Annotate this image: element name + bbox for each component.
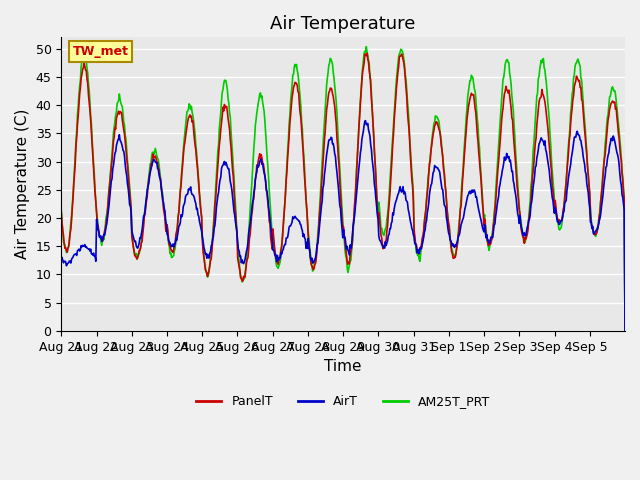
Text: TW_met: TW_met xyxy=(72,45,129,58)
PanelT xyxy=(124,163,131,169)
PanelT xyxy=(402,84,410,90)
PanelT xyxy=(58,210,65,216)
AirT xyxy=(402,197,410,203)
AM25T_PRT xyxy=(227,129,235,135)
AM25T_PRT xyxy=(434,115,442,121)
AirT xyxy=(362,118,369,123)
AM25T_PRT xyxy=(362,44,370,49)
AirT xyxy=(227,182,235,188)
X-axis label: Time: Time xyxy=(324,359,362,374)
AirT xyxy=(255,163,263,168)
Legend: PanelT, AirT, AM25T_PRT: PanelT, AirT, AM25T_PRT xyxy=(191,390,495,413)
AirT xyxy=(58,258,65,264)
AM25T_PRT xyxy=(402,76,410,82)
AM25T_PRT xyxy=(276,258,284,264)
Line: AirT: AirT xyxy=(61,120,625,334)
PanelT xyxy=(255,155,263,160)
AirT xyxy=(434,165,442,170)
AirT xyxy=(621,331,629,336)
AM25T_PRT xyxy=(621,327,629,333)
AM25T_PRT xyxy=(58,207,65,213)
PanelT xyxy=(621,325,629,331)
PanelT xyxy=(276,251,284,257)
PanelT xyxy=(227,145,235,151)
Line: AM25T_PRT: AM25T_PRT xyxy=(61,47,625,330)
PanelT xyxy=(434,120,442,126)
Y-axis label: Air Temperature (C): Air Temperature (C) xyxy=(15,109,30,259)
AM25T_PRT xyxy=(255,96,263,102)
PanelT xyxy=(363,50,371,56)
Title: Air Temperature: Air Temperature xyxy=(271,15,416,33)
Line: PanelT: PanelT xyxy=(61,53,625,328)
AM25T_PRT xyxy=(124,158,131,164)
AirT xyxy=(276,255,284,261)
AirT xyxy=(124,180,131,186)
